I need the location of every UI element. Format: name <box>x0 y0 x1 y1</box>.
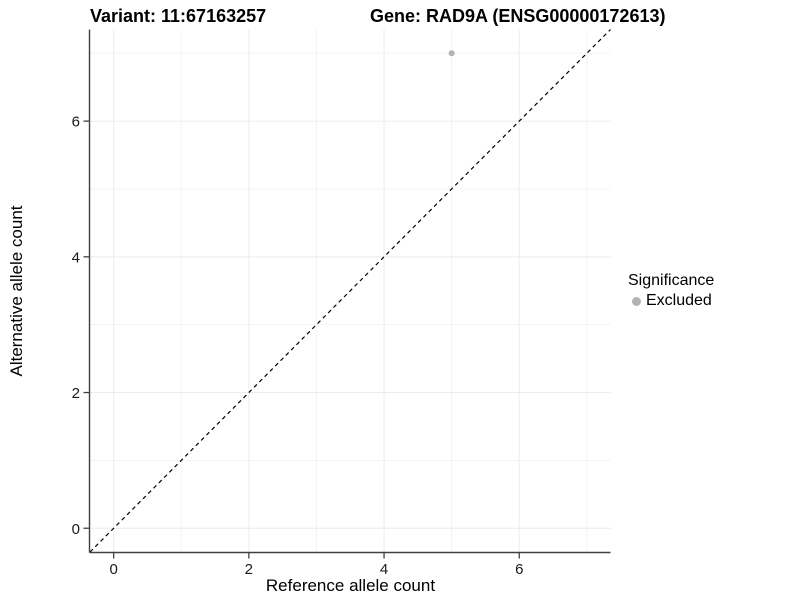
identity-dashed-line <box>89 29 611 553</box>
gene-title: Gene: RAD9A (ENSG00000172613) <box>370 6 666 26</box>
x-tick-label: 0 <box>109 561 117 578</box>
y-tick-label: 0 <box>72 521 80 538</box>
legend: Significance Excluded <box>628 272 714 310</box>
y-tick-label: 2 <box>72 385 80 402</box>
x-tick-label: 4 <box>380 561 388 578</box>
data-point <box>448 50 455 57</box>
legend-title: Significance <box>628 272 715 289</box>
y-tick-label: 6 <box>72 114 80 131</box>
legend-item-label: Excluded <box>646 292 712 309</box>
x-tick-label: 6 <box>515 561 523 578</box>
variant-title: Variant: 11:67163257 <box>90 6 267 26</box>
excluded-point-icon <box>632 296 641 306</box>
x-axis-title: Reference allele count <box>265 576 436 595</box>
x-tick-label: 2 <box>245 561 253 578</box>
legend-item-excluded: Excluded <box>628 292 714 310</box>
y-tick-label: 4 <box>72 249 80 266</box>
